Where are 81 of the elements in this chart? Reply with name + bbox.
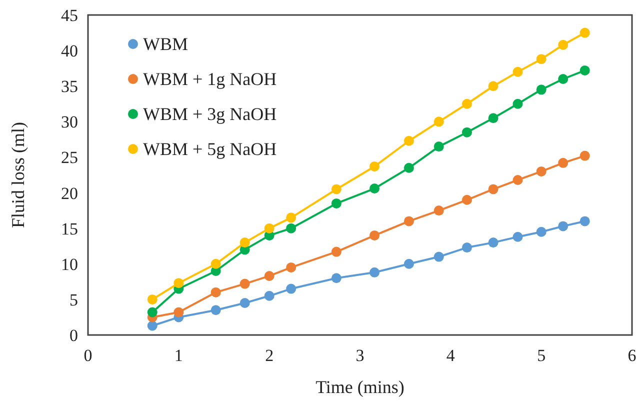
point (558, 221, 568, 232)
point (331, 184, 342, 194)
point (147, 320, 158, 331)
y-tick-label: 30 (61, 112, 78, 132)
point (512, 98, 523, 109)
y-tick-label: 15 (61, 219, 78, 238)
point (264, 223, 274, 234)
x-tick-label: 3 (356, 346, 364, 365)
point (580, 216, 590, 226)
y-tick-label: 20 (61, 184, 78, 203)
point (536, 226, 546, 237)
point (370, 161, 380, 172)
point (210, 305, 221, 316)
x-tick-label: 2 (265, 346, 274, 365)
point (462, 127, 472, 138)
point (580, 28, 590, 38)
y-tick-label: 10 (61, 254, 78, 274)
point (558, 158, 568, 168)
point (147, 307, 158, 318)
point (580, 65, 590, 76)
point (488, 238, 498, 248)
y-axis-title: Fluid loss (ml) (8, 122, 28, 228)
point (370, 230, 380, 240)
point (580, 150, 590, 161)
point (404, 258, 414, 269)
point (536, 84, 546, 95)
point (174, 307, 184, 318)
point (331, 246, 342, 257)
point (404, 136, 414, 146)
point (240, 298, 250, 308)
point (286, 262, 296, 272)
point (462, 98, 472, 109)
point (462, 194, 472, 205)
point (404, 162, 414, 173)
point (331, 198, 342, 208)
point (240, 238, 250, 248)
point (434, 206, 444, 216)
point (512, 174, 523, 185)
point (264, 270, 274, 281)
point (434, 142, 444, 152)
point (210, 287, 221, 298)
legend-label: WBM + 3g NaOH (143, 104, 277, 124)
point (488, 81, 498, 92)
x-tick-label: 0 (84, 346, 92, 365)
point (286, 223, 296, 234)
point (370, 267, 380, 278)
point (488, 184, 498, 194)
point (210, 258, 221, 269)
y-tick-label: 40 (61, 42, 78, 61)
point (264, 290, 274, 301)
point (174, 278, 184, 288)
point (558, 74, 568, 84)
legend-label: WBM (143, 34, 188, 54)
point (331, 273, 342, 284)
point (434, 116, 444, 127)
point (536, 166, 546, 176)
y-tick-label: 35 (61, 77, 78, 96)
point (370, 184, 380, 194)
point (286, 212, 296, 223)
point (512, 66, 523, 77)
point (512, 232, 523, 242)
x-tick-label: 4 (446, 346, 456, 365)
point (286, 284, 296, 294)
point (558, 40, 568, 50)
legend-label: WBM + 5g NaOH (143, 139, 277, 159)
x-tick-label: 5 (537, 346, 546, 365)
point (240, 278, 250, 289)
x-axis-title: Time (mins) (316, 377, 404, 397)
point (488, 113, 498, 124)
point (462, 242, 472, 253)
y-tick-label: 0 (70, 326, 78, 345)
point (434, 252, 444, 262)
x-tick-label: 1 (174, 346, 183, 365)
y-tick-label: 45 (61, 6, 78, 25)
legend-label: WBM + 1g NaOH (143, 69, 277, 89)
point (536, 54, 546, 64)
y-tick-label: 5 (70, 290, 78, 310)
y-tick-label: 25 (61, 148, 78, 168)
point (404, 216, 414, 226)
x-tick-label: 6 (628, 346, 636, 365)
point (147, 294, 158, 304)
